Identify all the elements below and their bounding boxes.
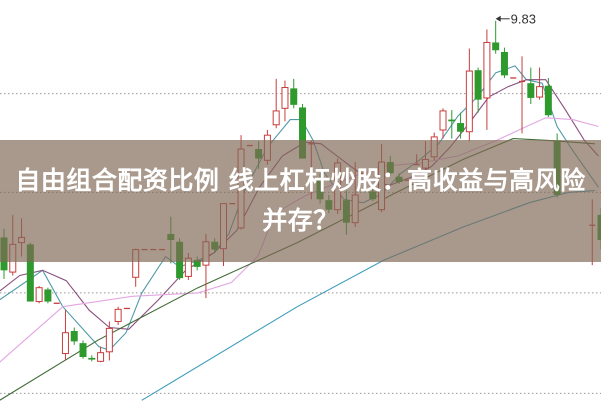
candle-body	[527, 83, 535, 98]
candle	[544, 77, 552, 117]
candle-body	[26, 244, 34, 302]
title-line-1: 自由组合配资比例 线上杠杆炒股：高收益与高风险	[15, 166, 586, 195]
candle	[114, 306, 122, 325]
article-title: 自由组合配资比例 线上杠杆炒股：高收益与高风险 并存？	[0, 140, 601, 262]
candle-body	[448, 119, 456, 122]
high-annotation: 9.83	[495, 11, 536, 26]
title-line-2: 并存？	[262, 206, 339, 235]
candle-body	[88, 357, 96, 360]
candle-body	[299, 107, 307, 159]
candle	[519, 56, 526, 134]
candle-body	[114, 308, 122, 322]
candle	[439, 108, 447, 139]
candle-body	[536, 86, 544, 98]
candle	[448, 110, 456, 139]
candle-body	[44, 289, 52, 302]
candle-body	[439, 110, 447, 131]
candle-body	[544, 85, 552, 116]
candle	[457, 112, 465, 139]
candle-body	[290, 88, 298, 105]
candle-body	[272, 110, 280, 126]
candle	[290, 78, 298, 109]
candle-body	[465, 70, 473, 133]
candle-body	[457, 123, 465, 132]
candle	[70, 327, 78, 345]
candle-body	[97, 352, 105, 362]
candle	[465, 48, 473, 142]
candle-body	[105, 327, 113, 353]
candle	[88, 355, 96, 362]
candle	[500, 47, 508, 78]
candle	[474, 67, 482, 113]
candle	[35, 285, 43, 304]
candle-body	[193, 259, 201, 267]
candle	[61, 310, 69, 361]
candle-body	[281, 87, 289, 109]
candle	[44, 287, 52, 304]
candle	[483, 29, 491, 130]
candle	[527, 67, 535, 104]
candle-body	[35, 287, 43, 303]
candle-body	[79, 343, 87, 357]
candle	[272, 78, 280, 129]
candle-body	[474, 70, 482, 100]
candle	[281, 80, 289, 122]
candle-body	[70, 331, 78, 342]
candle-body	[61, 332, 69, 355]
candle	[536, 67, 544, 100]
arrow-left-icon	[495, 15, 501, 22]
candle	[105, 321, 113, 361]
high-price-label: 9.83	[511, 11, 536, 26]
candle-body	[492, 42, 500, 51]
title-band	[0, 140, 601, 262]
candle	[79, 340, 87, 359]
candle-body	[500, 51, 508, 76]
candle	[97, 346, 105, 363]
candle-body	[483, 41, 491, 99]
candle	[492, 20, 500, 54]
